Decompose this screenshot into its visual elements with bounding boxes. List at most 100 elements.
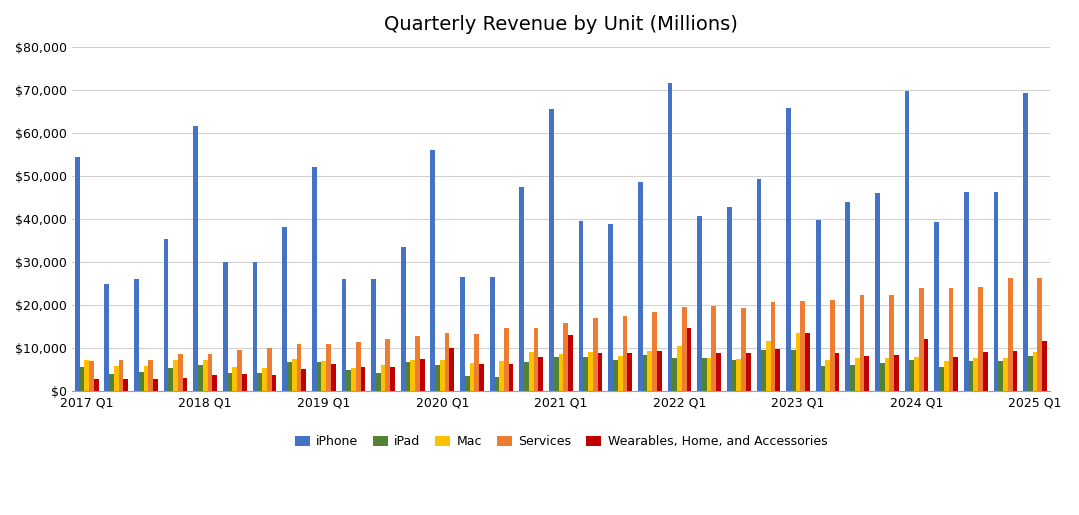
Bar bbox=[647, 351, 652, 391]
Bar bbox=[164, 239, 168, 391]
Bar bbox=[174, 360, 178, 391]
Bar bbox=[223, 262, 228, 391]
Bar bbox=[910, 360, 914, 391]
Title: Quarterly Revenue by Unit (Millions): Quarterly Revenue by Unit (Millions) bbox=[384, 15, 738, 34]
Bar bbox=[346, 370, 351, 391]
Bar bbox=[479, 364, 483, 391]
Bar bbox=[80, 367, 84, 391]
Bar bbox=[134, 279, 139, 391]
Bar bbox=[168, 368, 174, 391]
Bar bbox=[114, 366, 119, 391]
Legend: iPhone, iPad, Mac, Services, Wearables, Home, and Accessories: iPhone, iPad, Mac, Services, Wearables, … bbox=[289, 431, 832, 454]
Bar bbox=[297, 344, 301, 391]
Bar bbox=[1038, 278, 1042, 391]
Bar bbox=[538, 357, 543, 391]
Bar bbox=[199, 365, 203, 391]
Bar bbox=[1008, 278, 1012, 391]
Bar bbox=[598, 353, 602, 391]
Bar bbox=[291, 359, 297, 391]
Bar bbox=[801, 301, 805, 391]
Bar bbox=[578, 220, 584, 391]
Bar bbox=[213, 375, 217, 391]
Bar bbox=[860, 295, 864, 391]
Bar bbox=[623, 316, 627, 391]
Bar bbox=[934, 222, 939, 391]
Bar bbox=[529, 352, 534, 391]
Bar bbox=[105, 284, 109, 391]
Bar bbox=[697, 216, 702, 391]
Bar bbox=[237, 350, 242, 391]
Bar bbox=[973, 357, 979, 391]
Bar bbox=[686, 328, 692, 391]
Bar bbox=[830, 300, 835, 391]
Bar bbox=[287, 362, 291, 391]
Bar bbox=[435, 365, 440, 391]
Bar bbox=[420, 359, 424, 391]
Bar bbox=[1042, 341, 1047, 391]
Bar bbox=[559, 354, 563, 391]
Bar bbox=[272, 375, 276, 391]
Bar bbox=[716, 353, 721, 391]
Bar bbox=[519, 186, 524, 391]
Bar bbox=[554, 357, 559, 391]
Bar bbox=[242, 374, 247, 391]
Bar bbox=[385, 339, 391, 391]
Bar bbox=[825, 360, 830, 391]
Bar bbox=[776, 349, 780, 391]
Bar bbox=[638, 182, 643, 391]
Bar bbox=[816, 220, 820, 391]
Bar bbox=[262, 368, 267, 391]
Bar bbox=[568, 335, 573, 391]
Bar bbox=[732, 360, 736, 391]
Bar bbox=[139, 372, 144, 391]
Bar bbox=[193, 126, 199, 391]
Bar bbox=[805, 333, 810, 391]
Bar bbox=[668, 83, 672, 391]
Bar bbox=[1028, 356, 1033, 391]
Bar bbox=[415, 336, 420, 391]
Bar bbox=[766, 341, 770, 391]
Bar bbox=[741, 308, 746, 391]
Bar bbox=[504, 328, 508, 391]
Bar bbox=[850, 365, 855, 391]
Bar bbox=[316, 362, 322, 391]
Bar bbox=[998, 360, 1003, 391]
Bar bbox=[148, 359, 153, 391]
Bar bbox=[450, 348, 454, 391]
Bar bbox=[232, 367, 237, 391]
Bar bbox=[756, 179, 762, 391]
Bar bbox=[400, 247, 406, 391]
Bar bbox=[762, 351, 766, 391]
Bar bbox=[312, 167, 316, 391]
Bar bbox=[787, 108, 791, 391]
Bar bbox=[875, 193, 879, 391]
Bar bbox=[469, 363, 475, 391]
Bar bbox=[846, 202, 850, 391]
Bar bbox=[494, 377, 500, 391]
Bar bbox=[326, 344, 331, 391]
Bar bbox=[490, 277, 494, 391]
Bar bbox=[342, 279, 346, 391]
Bar bbox=[153, 379, 158, 391]
Bar bbox=[301, 369, 306, 391]
Bar bbox=[1012, 351, 1017, 391]
Bar bbox=[410, 360, 415, 391]
Bar bbox=[178, 354, 182, 391]
Bar bbox=[835, 353, 839, 391]
Bar bbox=[228, 373, 232, 391]
Bar bbox=[657, 351, 661, 391]
Bar bbox=[123, 379, 128, 391]
Bar bbox=[939, 367, 944, 391]
Bar bbox=[563, 323, 568, 391]
Bar bbox=[613, 360, 618, 391]
Bar bbox=[983, 352, 987, 391]
Bar bbox=[1033, 352, 1038, 391]
Bar bbox=[889, 295, 894, 391]
Bar bbox=[904, 91, 910, 391]
Bar bbox=[351, 368, 356, 391]
Bar bbox=[283, 228, 287, 391]
Bar bbox=[795, 333, 801, 391]
Bar bbox=[702, 358, 707, 391]
Bar bbox=[864, 355, 869, 391]
Bar bbox=[592, 318, 598, 391]
